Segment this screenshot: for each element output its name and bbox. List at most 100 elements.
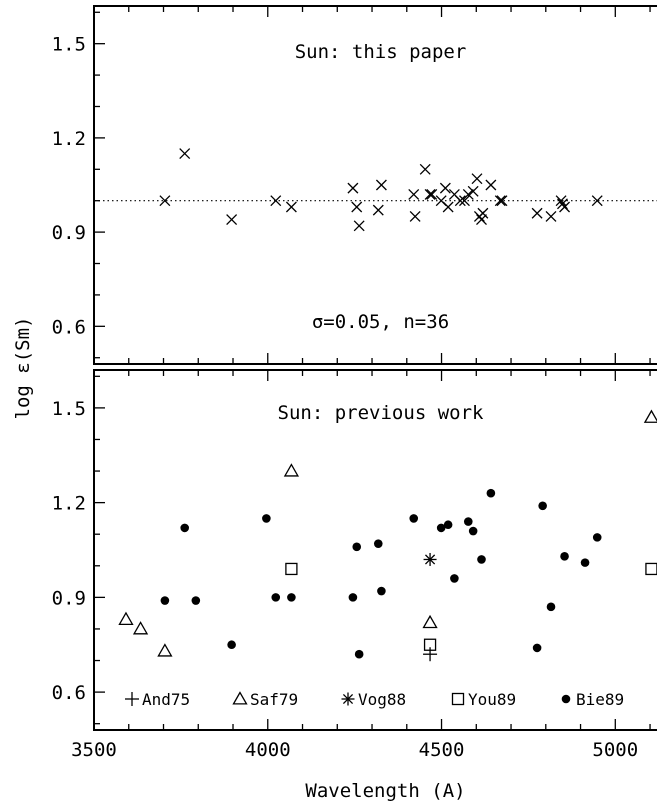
data-point-bie89 [463,517,473,526]
x-tick-label: 4000 [245,739,291,761]
data-point-bie89 [468,526,478,536]
bottom-panel-points [118,409,657,662]
legend-marker-square [451,692,465,706]
data-point-saf79 [118,611,134,625]
data-point-x [409,210,421,222]
data-point-bie89 [348,593,358,602]
data-point-x [459,195,470,207]
legend: And75 Saf79 Vog88 You89 Bie89 [125,690,624,709]
y-tick-label: 0.9 [52,222,86,244]
legend-label: Bie89 [576,690,624,709]
data-point-bie89 [373,539,383,548]
data-point-bie89 [580,558,590,567]
y-tick-label: 1.2 [52,128,86,150]
legend-marker-plus [125,692,139,706]
data-point-x [559,201,571,213]
data-point-x [476,214,487,226]
data-point-x [485,179,497,191]
data-point-bie89 [443,520,453,530]
bottom-panel-ticks [93,370,651,730]
x-tick-label: 5000 [592,739,638,761]
data-point-x [471,173,483,185]
data-point-bie89 [352,542,362,552]
y-tick-label: 0.9 [52,587,86,609]
y-tick-label: 0.6 [52,682,86,704]
data-point-x [467,185,479,197]
y-axis-label: log ε(Sm) [12,317,34,420]
data-point-bie89 [560,552,569,561]
data-point-x [408,188,420,200]
top-panel-y-tick-labels: 0.6 0.9 1.2 1.5 [52,34,86,339]
legend-label: And75 [142,690,190,709]
x-tick-labels: 3500 4000 4500 5000 [71,739,638,761]
y-tick-label: 0.6 [52,316,86,338]
x-tick-label: 3500 [71,739,117,761]
data-point-you89 [285,562,298,576]
data-point-x [462,188,474,200]
bottom-panel: 0.6 0.9 1.2 1.5 3500 4000 4500 5000 Sun: previ… [52,369,657,761]
data-point-x [426,188,438,200]
data-point-x [477,207,489,219]
data-point-x [419,163,431,175]
data-point-x [555,195,567,207]
data-point-x [557,198,568,210]
data-point-bie89 [191,596,201,605]
data-point-saf79 [157,643,173,657]
bottom-panel-frame [93,369,657,731]
data-point-x [353,220,365,232]
data-point-bie89 [287,593,296,602]
data-point-x [439,182,451,194]
data-point-saf79 [422,614,438,629]
data-point-and75 [423,647,438,662]
legend-item-vog88: Vog88 [341,690,406,709]
data-point-bie89 [486,488,496,498]
top-panel-points [159,148,603,232]
legend-label: You89 [468,690,516,709]
data-point-bie89 [538,501,547,511]
data-point-you89 [423,638,437,651]
data-point-x [442,201,454,213]
data-point-bie89 [592,533,602,542]
data-point-x [454,195,466,207]
data-point-bie89 [546,602,556,612]
data-point-x [494,195,506,207]
legend-marker-triangle [232,691,248,705]
legend-marker-asterisk [341,692,355,706]
top-panel: 0.6 0.9 1.2 1.5 Sun: this paper σ=0.05, n=3… [52,5,657,365]
data-point-bie89 [436,523,446,533]
data-point-bie89 [477,555,486,564]
top-panel-ticks [93,6,651,364]
top-panel-annotation-title: Sun: this paper [295,41,467,63]
data-point-x [226,214,238,226]
data-point-bie89 [180,523,190,533]
data-point-x [270,195,282,207]
legend-item-saf79: Saf79 [232,690,298,709]
data-point-x [496,195,508,207]
data-point-bie89 [354,649,364,659]
legend-label: Saf79 [250,690,298,709]
top-panel-annotation-stats: σ=0.05, n=36 [312,311,449,333]
data-point-bie89 [409,514,419,523]
data-point-x [591,195,603,207]
bottom-panel-annotation-title: Sun: previous work [278,402,484,424]
y-tick-label: 1.5 [52,34,86,56]
data-point-saf79 [643,409,657,423]
x-tick-label: 4500 [419,739,465,761]
data-point-vog88 [423,552,437,566]
data-point-x [347,182,359,194]
data-point-you89 [645,562,657,576]
data-point-bie89 [262,514,271,523]
data-point-x [159,195,171,207]
legend-item-bie89: Bie89 [561,690,624,709]
bottom-panel-y-tick-labels: 0.6 0.9 1.2 1.5 [52,398,86,704]
data-point-bie89 [532,643,542,653]
data-point-x [351,201,363,213]
data-point-x [179,148,191,160]
data-point-x [285,201,297,213]
legend-item-you89: You89 [451,690,516,709]
top-panel-frame [93,5,657,365]
legend-item-and75: And75 [125,690,190,709]
data-point-saf79 [283,463,300,477]
data-point-x [375,179,387,191]
